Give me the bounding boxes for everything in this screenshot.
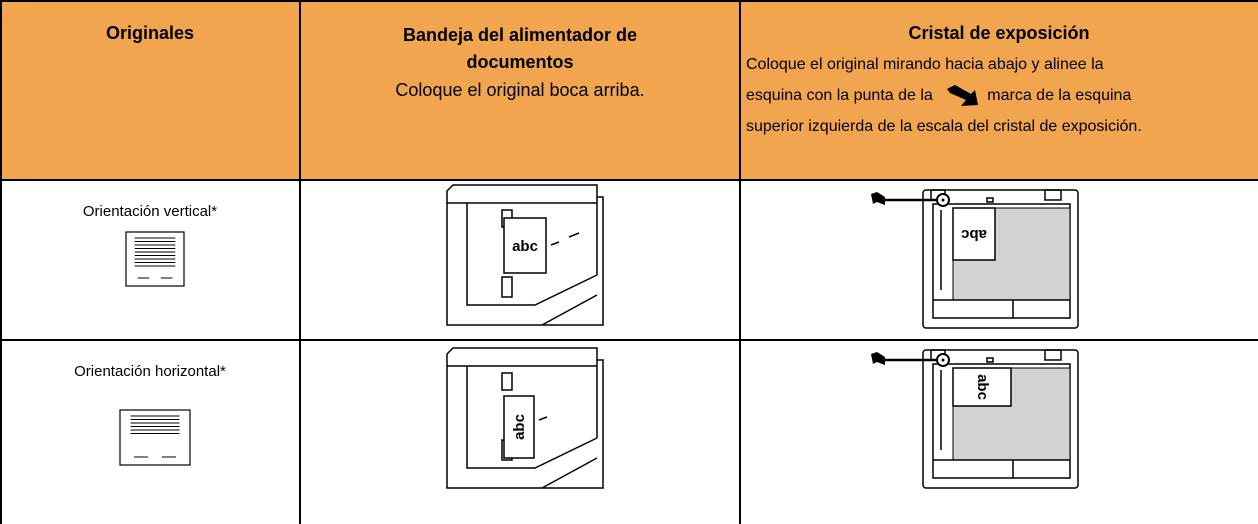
description-line: esquina con la punta de la marca de la e… <box>746 80 1142 111</box>
glass-illustration: abc <box>871 349 1079 489</box>
sheet <box>119 409 191 466</box>
feeder-illustration: abc <box>446 347 604 489</box>
hinge <box>1044 349 1062 361</box>
document-icon <box>119 409 191 466</box>
column-subtitle: Coloque el original boca arriba. <box>395 80 645 100</box>
corner-dot <box>941 358 945 362</box>
feeder-edge <box>541 457 598 489</box>
feeder-illustration: abc <box>446 184 604 326</box>
original-label: abc <box>961 226 987 243</box>
feeder-tray <box>466 203 598 306</box>
guide <box>501 372 513 391</box>
document-icon <box>125 231 185 287</box>
description-line: superior izquierda de la escala del cris… <box>746 118 1142 135</box>
column-title: Originales <box>105 23 195 43</box>
notch <box>986 197 994 203</box>
dash <box>550 241 560 246</box>
original <box>503 217 547 274</box>
glass-illustration: abc <box>871 189 1079 329</box>
original-label: abc <box>974 374 991 400</box>
corner-arrow <box>871 352 885 365</box>
column-description: Coloque el original mirando hacia abajo … <box>746 49 1142 142</box>
guide <box>501 276 513 298</box>
notch <box>986 357 994 363</box>
column-title: Cristal de exposición <box>908 23 1090 43</box>
feeder-tray <box>466 366 598 469</box>
description-text: esquina con la punta de la <box>746 87 933 104</box>
sheet <box>125 231 185 287</box>
dash <box>538 416 548 421</box>
dash <box>568 232 580 238</box>
corner-arrow <box>871 192 885 205</box>
description-text: marca de la esquina <box>987 87 1132 104</box>
corner-dot <box>941 198 945 202</box>
original <box>952 367 1012 407</box>
original <box>503 395 535 459</box>
original <box>952 207 996 261</box>
row-label: Orientación vertical* <box>82 203 218 220</box>
hinge <box>1044 189 1062 201</box>
column-title: Bandeja del alimentador de documentos <box>402 25 638 72</box>
original-label: abc <box>511 414 528 440</box>
original-label: abc <box>512 238 538 255</box>
description-line: Coloque el original mirando hacia abajo … <box>746 56 1104 73</box>
feeder-edge <box>541 294 598 326</box>
header-row <box>0 0 1258 180</box>
row-label: Orientación horizontal* <box>74 363 226 380</box>
arrow-shape <box>947 84 979 106</box>
corner-mark-icon <box>947 84 979 106</box>
